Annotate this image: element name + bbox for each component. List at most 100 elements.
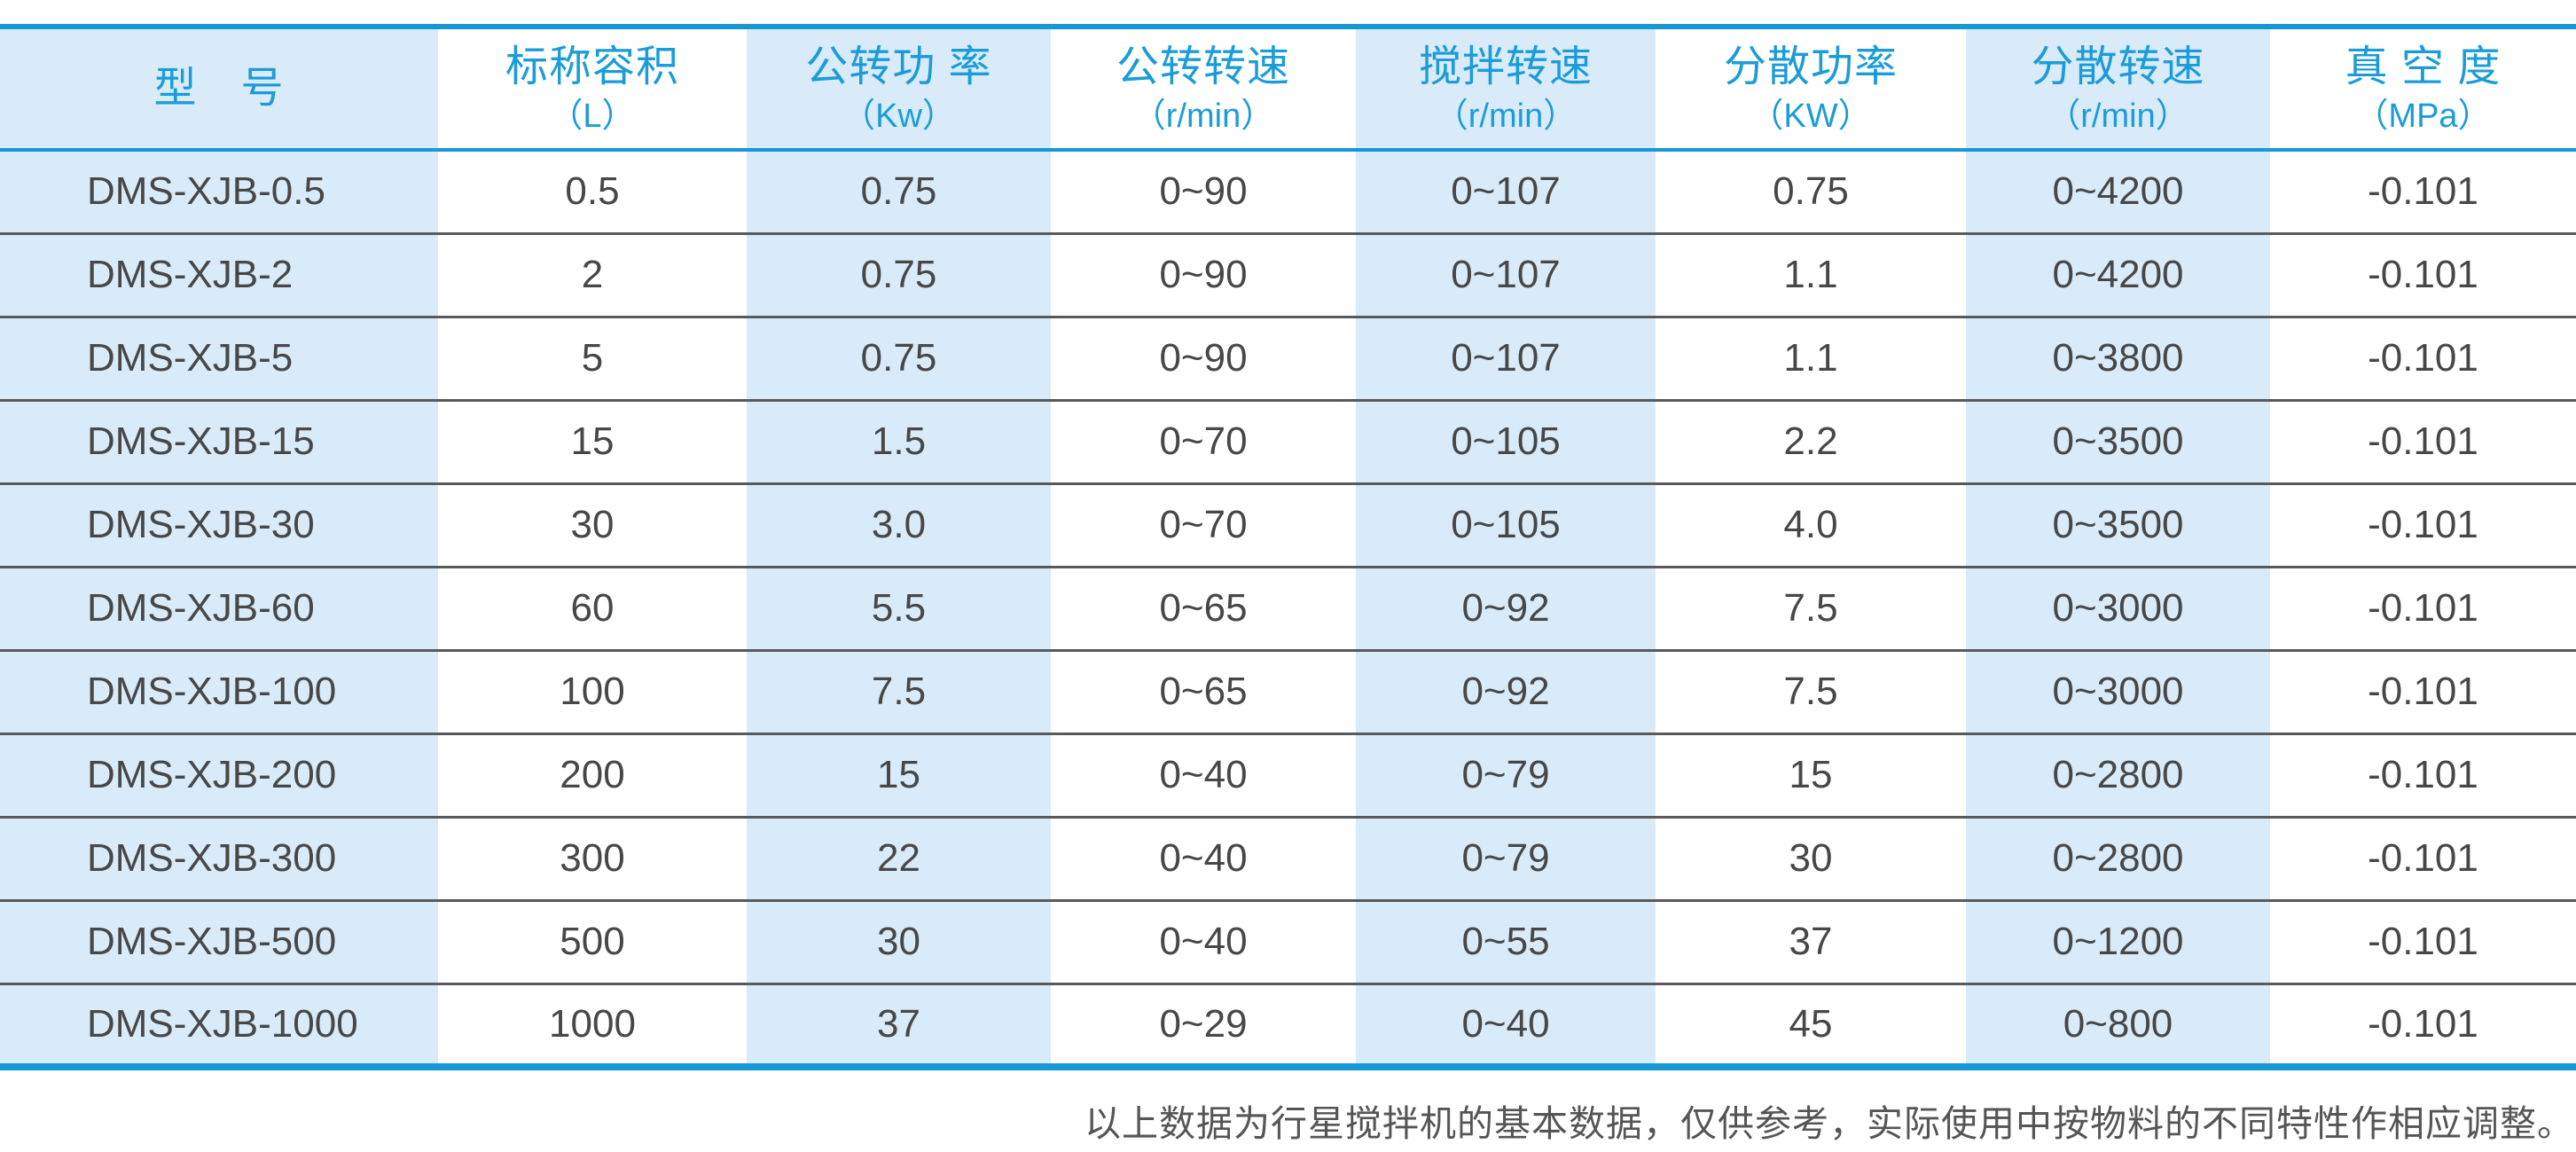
table-cell: 60	[438, 565, 747, 650]
cell-model: DMS-XJB-5	[0, 315, 438, 400]
table-cell: 0~3800	[1966, 315, 2270, 400]
table-cell: 0~1200	[1966, 898, 2270, 984]
column-label: 标称容积	[505, 43, 679, 90]
table-row: DMS-XJB-100 100 7.5 0~65 0~92 7.5 0~3000 -0.101	[0, 648, 2576, 733]
cell-model: DMS-XJB-30	[0, 482, 438, 567]
table-cell: 0.75	[747, 150, 1051, 233]
table-cell: 30	[1656, 815, 1966, 900]
table-cell: -0.101	[2270, 732, 2576, 817]
table-cell: 100	[438, 648, 747, 733]
table-cell: 0~92	[1356, 565, 1656, 650]
table-cell: 0~40	[1356, 982, 1656, 1067]
table-cell: 0~2800	[1966, 815, 2270, 900]
column-unit: （r/min）	[1131, 97, 1275, 135]
cell-model: DMS-XJB-60	[0, 565, 438, 650]
table-cell: 0.75	[747, 231, 1051, 317]
table-cell: -0.101	[2270, 815, 2576, 900]
table-cell: -0.101	[2270, 398, 2576, 483]
table-row: DMS-XJB-1000 1000 37 0~29 0~40 45 0~800 -0.101	[0, 982, 2576, 1067]
table-cell: 1.1	[1656, 231, 1966, 317]
table-cell: -0.101	[2270, 150, 2576, 233]
table-row: DMS-XJB-200 200 15 0~40 0~79 15 0~2800 -0.101	[0, 732, 2576, 817]
cell-model: DMS-XJB-15	[0, 398, 438, 483]
table-cell: 0~3000	[1966, 565, 2270, 650]
cell-model: DMS-XJB-500	[0, 898, 438, 984]
footnote-text: 以上数据为行星搅拌机的基本数据，仅供参考，实际使用中按物料的不同特性作相应调整。	[1084, 1101, 2574, 1145]
table-cell: 0~3500	[1966, 398, 2270, 483]
table-cell: 15	[438, 398, 747, 483]
table-cell: 300	[438, 815, 747, 900]
table-cell: 0~3000	[1966, 648, 2270, 733]
cell-model: DMS-XJB-200	[0, 732, 438, 817]
table-row: DMS-XJB-5 5 0.75 0~90 0~107 1.1 0~3800 -0.101	[0, 315, 2576, 400]
table-row: DMS-XJB-500 500 30 0~40 0~55 37 0~1200 -0.101	[0, 898, 2576, 984]
cell-model: DMS-XJB-300	[0, 815, 438, 900]
column-unit: （r/min）	[1434, 97, 1578, 135]
table-cell: 200	[438, 732, 747, 817]
table-cell: 0~105	[1356, 482, 1656, 567]
column-unit: （MPa）	[2354, 97, 2492, 135]
column-label: 真 空 度	[2345, 43, 2502, 90]
table-cell: 0~4200	[1966, 231, 2270, 317]
table-cell: 0~107	[1356, 315, 1656, 400]
table-cell: 0.5	[438, 150, 747, 233]
table-row: DMS-XJB-30 30 3.0 0~70 0~105 4.0 0~3500 -0.101	[0, 482, 2576, 567]
table-cell: 2	[438, 231, 747, 317]
table-row: DMS-XJB-0.5 0.5 0.75 0~90 0~107 0.75 0~4200 -0.…	[0, 150, 2576, 233]
column-header-4: 公转转速 （r/min）	[1051, 27, 1356, 152]
table-cell: 0~107	[1356, 231, 1656, 317]
table-cell: 37	[1656, 898, 1966, 984]
column-label: 公转转速	[1116, 43, 1290, 90]
table-cell: -0.101	[2270, 982, 2576, 1067]
column-unit: （KW）	[1750, 97, 1872, 135]
table-cell: 1.5	[747, 398, 1051, 483]
table-cell: -0.101	[2270, 315, 2576, 400]
table-row: DMS-XJB-60 60 5.5 0~65 0~92 7.5 0~3000 -0.101	[0, 565, 2576, 650]
table-body: DMS-XJB-0.5 0.5 0.75 0~90 0~107 0.75 0~4200 -0.…	[0, 150, 2576, 1067]
column-label: 分散转速	[2031, 43, 2205, 90]
column-label: 搅拌转速	[1418, 43, 1593, 90]
table-cell: 30	[438, 482, 747, 567]
table-cell: 0~40	[1051, 732, 1356, 817]
column-header-8: 真 空 度 （MPa）	[2270, 27, 2576, 152]
column-label: 分散功率	[1723, 43, 1898, 90]
table-cell: 0~79	[1356, 815, 1656, 900]
table-cell: 7.5	[1656, 648, 1966, 733]
table-cell: 0~70	[1051, 482, 1356, 567]
table-cell: 0~90	[1051, 150, 1356, 233]
table-cell: 5.5	[747, 565, 1051, 650]
table-cell: 15	[747, 732, 1051, 817]
table-cell: 2.2	[1656, 398, 1966, 483]
table-cell: 15	[1656, 732, 1966, 817]
column-header-3: 公转功 率 （Kw）	[747, 27, 1051, 152]
column-unit: （Kw）	[842, 97, 956, 135]
table-cell: 0~2800	[1966, 732, 2270, 817]
column-header-5: 搅拌转速 （r/min）	[1356, 27, 1656, 152]
table-row: DMS-XJB-2 2 0.75 0~90 0~107 1.1 0~4200 -0.101	[0, 231, 2576, 317]
table-cell: 0.75	[1656, 150, 1966, 233]
table-cell: 0~65	[1051, 565, 1356, 650]
table-cell: 37	[747, 982, 1051, 1067]
table-cell: 5	[438, 315, 747, 400]
column-unit: （r/min）	[2047, 97, 2189, 135]
cell-model: DMS-XJB-100	[0, 648, 438, 733]
table-cell: -0.101	[2270, 482, 2576, 567]
table-cell: 0~4200	[1966, 150, 2270, 233]
table-cell: 0~92	[1356, 648, 1656, 733]
table-cell: 3.0	[747, 482, 1051, 567]
table-cell: 1.1	[1656, 315, 1966, 400]
table-cell: 0~29	[1051, 982, 1356, 1067]
table-cell: 22	[747, 815, 1051, 900]
table-cell: 0~107	[1356, 150, 1656, 233]
cell-model: DMS-XJB-2	[0, 231, 438, 317]
table-row: DMS-XJB-15 15 1.5 0~70 0~105 2.2 0~3500 -0.101	[0, 398, 2576, 483]
column-header-7: 分散转速 （r/min）	[1966, 27, 2270, 152]
table-cell: 1000	[438, 982, 747, 1067]
column-unit: （L）	[549, 97, 636, 135]
column-header-2: 标称容积 （L）	[438, 27, 747, 152]
column-header-6: 分散功率 （KW）	[1656, 27, 1966, 152]
table-cell: 0~40	[1051, 815, 1356, 900]
table-cell: 0~800	[1966, 982, 2270, 1067]
table-cell: -0.101	[2270, 231, 2576, 317]
